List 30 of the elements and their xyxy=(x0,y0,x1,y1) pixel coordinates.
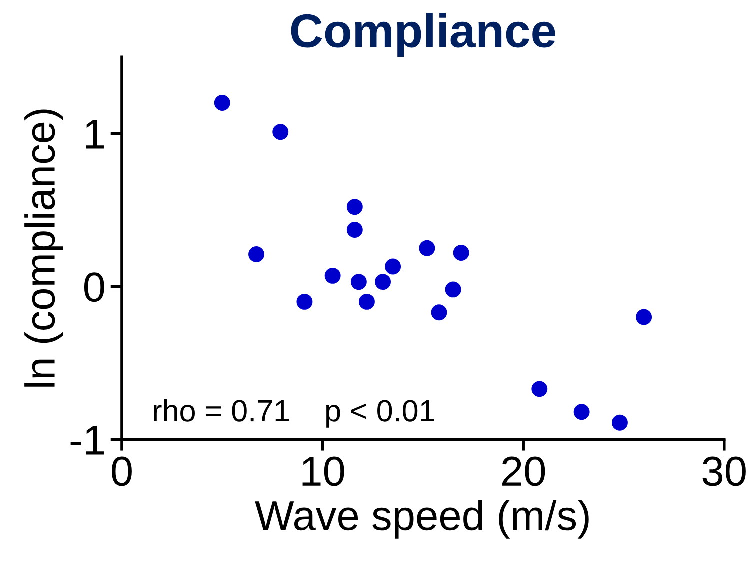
point xyxy=(574,404,590,420)
point xyxy=(532,381,548,398)
point xyxy=(636,309,652,326)
x-tick-label: 0 xyxy=(112,456,132,486)
chart-title: Compliance xyxy=(291,13,556,58)
point xyxy=(346,199,363,216)
y-tick-label: 0 xyxy=(84,272,104,302)
annotation: rho = 0.71 p < 0.01 xyxy=(154,399,434,428)
point xyxy=(324,268,341,284)
x-tick-label: 10 xyxy=(302,456,344,486)
point xyxy=(419,240,436,256)
point xyxy=(612,414,628,431)
point xyxy=(214,95,230,111)
point xyxy=(248,246,264,262)
point xyxy=(445,282,462,298)
point xyxy=(296,294,313,310)
point xyxy=(350,274,367,290)
point xyxy=(272,124,289,140)
point xyxy=(346,222,363,238)
y-tick-label: 1 xyxy=(86,120,104,149)
point xyxy=(358,294,375,310)
y-tick-label: -1 xyxy=(70,426,104,455)
x-tick-label: 30 xyxy=(702,456,746,486)
point xyxy=(453,245,470,261)
x-axis-title: Wave speed (m/s) xyxy=(255,500,589,539)
y-axis-title: ln (compliance) xyxy=(24,110,64,387)
point xyxy=(375,274,392,290)
x-tick-label: 20 xyxy=(502,456,546,486)
point xyxy=(385,258,402,275)
point xyxy=(431,304,448,321)
